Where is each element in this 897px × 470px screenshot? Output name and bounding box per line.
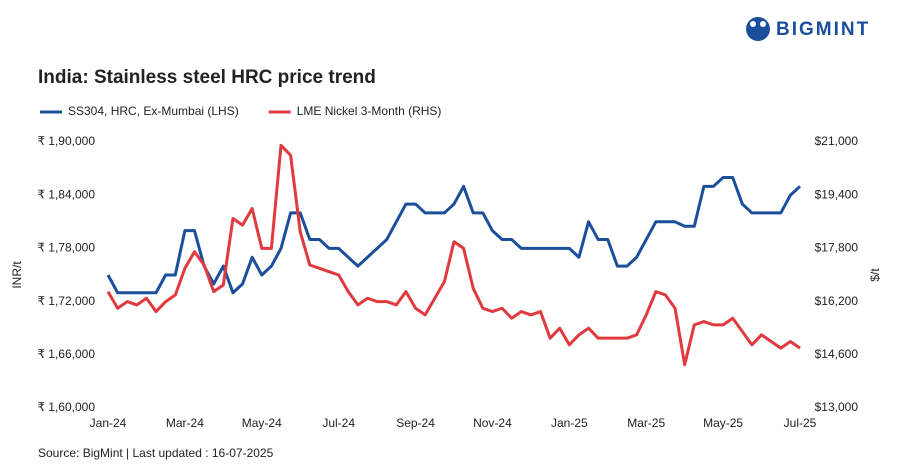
- x-tick-label: Mar-25: [627, 416, 665, 430]
- legend-label: LME Nickel 3-Month (RHS): [297, 104, 442, 118]
- logo-icon: [746, 17, 770, 41]
- y-tick-label: ₹ 1,78,000: [37, 241, 95, 255]
- x-tick-label: Sep-24: [396, 416, 435, 430]
- x-tick-label: Nov-24: [473, 416, 512, 430]
- y2-tick-label: $19,400: [815, 187, 859, 201]
- source-note: Source: BigMint | Last updated : 16-07-2…: [38, 446, 274, 460]
- y-tick-label: ₹ 1,66,000: [37, 347, 95, 361]
- x-tick-label: Mar-24: [166, 416, 204, 430]
- y2-tick-label: $13,000: [815, 400, 859, 414]
- y-tick-label: ₹ 1,90,000: [37, 134, 95, 148]
- x-tick-label: May-24: [242, 416, 282, 430]
- y-axis-label: INR/t: [10, 261, 24, 289]
- y2-tick-label: $21,000: [815, 134, 859, 148]
- y2-tick-label: $14,600: [815, 347, 859, 361]
- x-tick-label: May-25: [703, 416, 743, 430]
- y-tick-label: ₹ 1,60,000: [37, 400, 95, 414]
- series-line: [106, 175, 802, 295]
- logo-icon: [750, 21, 756, 27]
- series-line: [106, 143, 801, 367]
- brand: BIGMINT: [776, 19, 870, 40]
- x-tick-label: Jan-25: [551, 416, 588, 430]
- x-tick-label: Jul-25: [784, 416, 817, 430]
- chart-title: India: Stainless steel HRC price trend: [38, 67, 376, 88]
- x-tick-label: Jan-24: [90, 416, 127, 430]
- y-tick-label: ₹ 1,72,000: [37, 294, 95, 308]
- logo-icon: [760, 21, 766, 27]
- y2-tick-label: $16,200: [815, 294, 859, 308]
- legend-label: SS304, HRC, Ex-Mumbai (LHS): [68, 104, 239, 118]
- logo: BIGMINT: [746, 17, 870, 41]
- y-tick-label: ₹ 1,84,000: [37, 187, 95, 201]
- x-tick-label: Jul-24: [322, 416, 355, 430]
- y2-axis-label: $/t: [868, 268, 882, 282]
- y2-tick-label: $17,800: [815, 241, 859, 255]
